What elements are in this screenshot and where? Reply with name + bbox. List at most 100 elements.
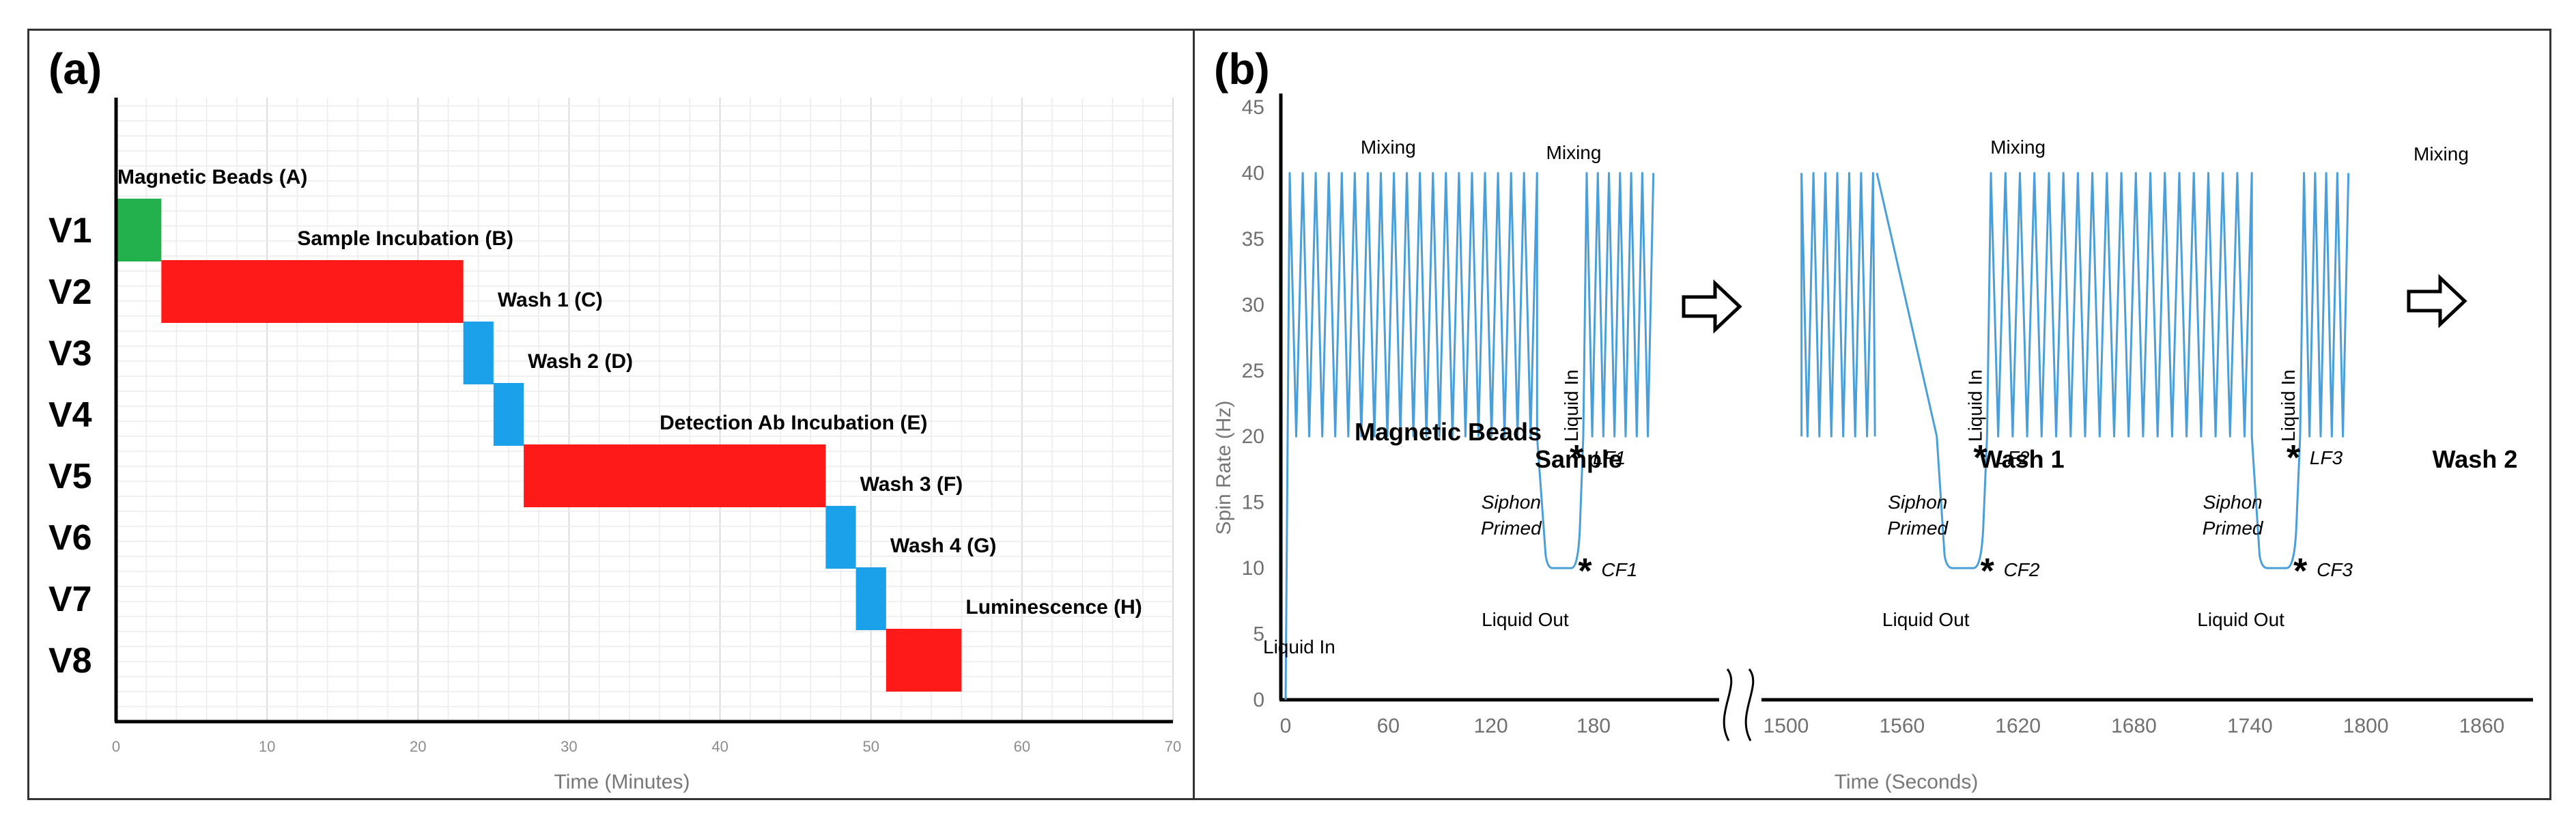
row-labels: V1 V2 V3 V4 V5 V6 V7 V8: [48, 211, 92, 681]
star-marker: *: [1578, 552, 1592, 591]
x-tick-label: 1800: [2343, 715, 2389, 737]
stage-label: Sample: [1535, 445, 1622, 473]
row-label-v7: V7: [48, 580, 92, 619]
bar-label: Luminescence (H): [965, 596, 1142, 619]
y-axis-title-b: Spin Rate (Hz): [1213, 401, 1235, 535]
x-tick-label: 0: [112, 738, 120, 755]
panel-label-a: (a): [48, 44, 102, 94]
star-marker: *: [1981, 552, 1995, 591]
x-tick-label: 20: [410, 738, 426, 755]
row-label-v4: V4: [48, 395, 92, 435]
bar-v2: [161, 260, 464, 323]
gantt-chart: (a) V1 V2 V3 V4 V5 V6 V7 V8 Magnetic Beads (A) S…: [48, 44, 1181, 793]
lf-label: LF1: [1593, 447, 1626, 468]
x-tick-label: 1740: [2227, 715, 2273, 737]
lf-label: LF3: [2310, 447, 2343, 468]
bar-v7: [855, 567, 886, 630]
row-label-v3: V3: [48, 334, 92, 373]
x-tick-label: 60: [1014, 738, 1030, 755]
gridlines: [115, 98, 1174, 722]
y-tick-label: 5: [1253, 623, 1264, 646]
y-tick-label: 45: [1242, 96, 1264, 119]
mixing-label: Mixing: [2414, 143, 2469, 165]
bar-label: Detection Ab Incubation (E): [660, 412, 927, 434]
x-axis-title-b: Time (Seconds): [1835, 771, 1979, 793]
mixing-label: Mixing: [1546, 142, 1602, 163]
spin-rate-series: [1284, 171, 2350, 700]
bar-v4: [493, 383, 524, 446]
x-tick-labels: 0 60 120 180 1500 1560 1620 1680 1740 1800 1860: [1280, 715, 2505, 737]
x-tick-label: 120: [1474, 715, 1508, 737]
x-tick-label: 1500: [1764, 715, 1809, 737]
bar-label: Magnetic Beads (A): [117, 166, 307, 188]
panel-label-b: (b): [1214, 44, 1270, 94]
star-marker: *: [2293, 552, 2308, 591]
star-marker: *: [1570, 438, 1584, 478]
x-tick-label: 0: [1280, 715, 1292, 737]
mixing-label: Mixing: [1361, 137, 1416, 158]
stage-label: Magnetic Beads: [1355, 418, 1542, 446]
bar-label: Wash 4 (G): [890, 535, 997, 557]
liquid-out-label: Liquid Out: [1882, 609, 1970, 630]
x-tick-label: 40: [711, 738, 728, 755]
star-marker: *: [1973, 438, 1987, 478]
cf-label: CF2: [2004, 559, 2040, 580]
y-tick-label: 25: [1242, 360, 1264, 382]
bar-label: Sample Incubation (B): [297, 227, 513, 250]
y-tick-label: 40: [1242, 162, 1264, 184]
y-tick-labels: 0 5 10 15 20 25 30 35 40 45: [1242, 96, 1264, 711]
liquid-out-label: Liquid Out: [1482, 609, 1569, 630]
primed-word: Primed: [1887, 517, 1949, 539]
x-tick-label: 1860: [2459, 715, 2505, 737]
liquid-in-label-vertical: Liquid In: [2278, 369, 2299, 442]
axis-break-mark-right: [1744, 668, 1755, 741]
bars: [116, 199, 962, 692]
axes: [1279, 94, 2533, 741]
bar-v5: [524, 444, 826, 507]
series-line-2: [1876, 171, 2350, 569]
bar-label: Wash 2 (D): [528, 350, 633, 373]
cf-label: CF1: [1601, 559, 1637, 580]
bar-v6: [825, 506, 856, 569]
y-tick-label: 10: [1242, 557, 1264, 580]
bar-v3: [463, 322, 494, 384]
siphon-word: Siphon: [1888, 492, 1947, 513]
x-tick-label: 180: [1576, 715, 1611, 737]
cf-label: CF3: [2317, 559, 2353, 580]
x-tick-label: 70: [1165, 738, 1181, 755]
annotations: Mixing Mixing Mixing Mixing Magnetic BeadsSa…: [1263, 137, 2517, 657]
primed-word: Primed: [2203, 517, 2264, 539]
y-tick-label: 30: [1242, 294, 1264, 316]
x-tick-label: 1680: [2111, 715, 2157, 737]
siphon-primed-label: Siphon Primed: [2203, 492, 2264, 539]
y-tick-label: 35: [1242, 228, 1264, 251]
axis-break-mark-left: [1723, 668, 1733, 741]
x-tick-label: 30: [561, 738, 577, 755]
y-tick-label: 20: [1242, 425, 1264, 448]
row-label-v5: V5: [48, 457, 92, 496]
bar-labels: Magnetic Beads (A) Sample Incubation (B) W…: [117, 166, 1142, 619]
mixing-label: Mixing: [1990, 137, 2046, 158]
row-label-v1: V1: [48, 211, 92, 251]
star-marker: *: [2287, 438, 2301, 478]
lf-label: LF2: [1996, 447, 2030, 468]
row-label-v8: V8: [48, 641, 92, 681]
series-line-0: [1284, 171, 1655, 700]
row-label-v2: V2: [48, 272, 92, 312]
axes: [114, 98, 1173, 724]
liquid-in-label: Liquid In: [1263, 636, 1335, 657]
x-tick-label: 1620: [1995, 715, 2041, 737]
y-tick-label: 0: [1253, 689, 1264, 711]
x-tick-label: 50: [862, 738, 879, 755]
liquid-in-label-vertical: Liquid In: [1561, 369, 1582, 442]
liquid-in-label-vertical: Liquid In: [1964, 369, 1985, 442]
stage-label: Wash 1: [1979, 445, 2065, 473]
arrow-right-icon: [1682, 279, 1742, 334]
x-tick-label: 60: [1377, 715, 1400, 737]
primed-word: Primed: [1481, 517, 1542, 539]
siphon-word: Siphon: [2203, 492, 2263, 513]
bar-v8: [886, 629, 962, 692]
arrow-right-icon: [2407, 274, 2467, 328]
liquid-out-label: Liquid Out: [2197, 609, 2284, 630]
x-axis-title-a: Time (Minutes): [554, 771, 690, 793]
